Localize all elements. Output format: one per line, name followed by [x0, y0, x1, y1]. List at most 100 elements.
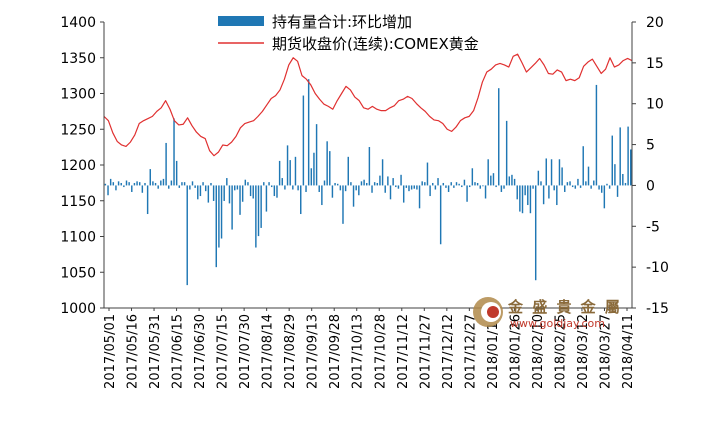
bar-mark	[268, 182, 270, 186]
bar-mark	[429, 185, 431, 197]
bar-mark	[603, 185, 606, 209]
bar-mark	[524, 185, 526, 196]
bar-mark	[521, 185, 524, 214]
bar-mark	[595, 84, 598, 186]
watermark: 金 盛 貴 金 屬 www.goldjay.com	[473, 297, 620, 330]
bar-mark	[577, 178, 579, 186]
bar-mark	[379, 175, 381, 186]
bar-mark	[416, 185, 418, 190]
right-tick-label: -5	[646, 219, 660, 235]
bar-mark	[392, 178, 394, 186]
bar-mark	[149, 169, 151, 186]
bar-mark	[395, 185, 397, 188]
bar-mark	[128, 182, 130, 186]
bar-mark	[527, 185, 529, 206]
bar-mark	[627, 126, 629, 186]
bar-mark	[442, 182, 445, 186]
bar-mark	[186, 185, 188, 286]
bar-mark	[138, 182, 141, 186]
date-tick-label: 2018/03/27	[598, 314, 613, 389]
bar-mark	[336, 183, 339, 186]
axes-group	[103, 22, 633, 309]
date-tick-label: 2018/01/11	[486, 314, 501, 389]
bar-mark	[323, 180, 326, 186]
bar-mark	[334, 182, 336, 186]
bar-mark	[355, 185, 357, 191]
bar-mark	[421, 181, 423, 186]
legend: 持有量合计:环比增加 期货收盘价(连续):COMEX黄金	[218, 13, 479, 53]
bar-mark	[302, 95, 305, 186]
bar-mark	[181, 182, 183, 186]
date-tick-label: 2017/05/16	[126, 314, 141, 389]
bar-mark	[561, 167, 563, 186]
bar-mark	[550, 159, 553, 186]
bar-mark	[376, 182, 379, 186]
bar-mark	[371, 185, 373, 193]
bar-mark	[183, 182, 186, 186]
bar-mark	[310, 168, 313, 186]
bar-mark	[160, 180, 162, 186]
left-axis-ticks: 1000 1050 1100 1150 1200 1250 1300 1350 1400	[60, 15, 104, 317]
bar-mark	[162, 178, 165, 186]
bar-mark	[553, 185, 555, 191]
watermark-url: www.goldjay.com	[510, 317, 605, 330]
bar-mark	[542, 185, 545, 205]
bar-mark	[278, 160, 281, 186]
bar-mark	[590, 185, 592, 189]
right-tick-label: 10	[646, 97, 664, 113]
bar-mark	[358, 185, 360, 196]
bar-mark	[294, 156, 297, 186]
bar-mark	[447, 185, 450, 192]
bar-mark	[532, 185, 534, 189]
bar-mark	[120, 182, 122, 186]
bar-mark	[210, 182, 212, 186]
bar-mark	[307, 79, 310, 186]
bar-mark	[286, 145, 289, 186]
bar-mark	[484, 185, 487, 199]
left-tick-label: 1400	[60, 15, 96, 31]
bar-mark	[321, 185, 323, 206]
date-tick-label: 2017/09/13	[306, 314, 321, 389]
bar-mark	[495, 185, 497, 188]
legend-bar-swatch	[218, 16, 264, 26]
bar-mark	[226, 178, 228, 186]
bar-mark	[487, 159, 489, 186]
right-tick-label: -15	[646, 301, 669, 317]
bar-mark	[236, 185, 239, 190]
bar-mark	[455, 182, 458, 186]
bar-mark	[104, 183, 107, 186]
bar-mark	[247, 182, 249, 186]
bar-mark	[199, 185, 202, 197]
bar-mark	[424, 182, 426, 186]
left-tick-label: 1100	[60, 230, 96, 246]
date-tick-label: 2017/10/28	[373, 314, 388, 389]
bar-mark	[270, 185, 273, 188]
bar-mark	[476, 182, 479, 186]
left-tick-label: 1200	[60, 158, 96, 174]
bar-mark	[228, 185, 231, 204]
date-tick-label: 2017/05/31	[148, 314, 163, 389]
bar-mark	[503, 185, 505, 189]
bar-mark	[112, 182, 115, 186]
bar-mark	[418, 185, 421, 209]
right-tick-label: 15	[646, 56, 664, 72]
bar-mark	[540, 181, 542, 186]
bar-mark	[318, 185, 320, 192]
right-tick-label: 20	[646, 15, 664, 31]
bar-mark	[154, 182, 157, 186]
bar-mark	[189, 185, 191, 190]
bar-mark	[405, 185, 408, 188]
bar-mark	[107, 185, 109, 196]
bar-mark	[239, 185, 241, 215]
date-tick-label: 2018/04/11	[621, 314, 636, 389]
bar-mark	[344, 185, 347, 192]
bar-mark	[252, 185, 254, 199]
bar-mark	[574, 185, 577, 189]
bar-mark	[249, 185, 252, 197]
date-axis-labels: 2017/05/01 2017/05/16 2017/05/31 2017/06/15…	[103, 308, 636, 389]
bar-mark	[426, 162, 429, 186]
bar-mark	[141, 185, 144, 193]
bar-mark	[173, 118, 175, 186]
bar-mark	[611, 135, 613, 186]
